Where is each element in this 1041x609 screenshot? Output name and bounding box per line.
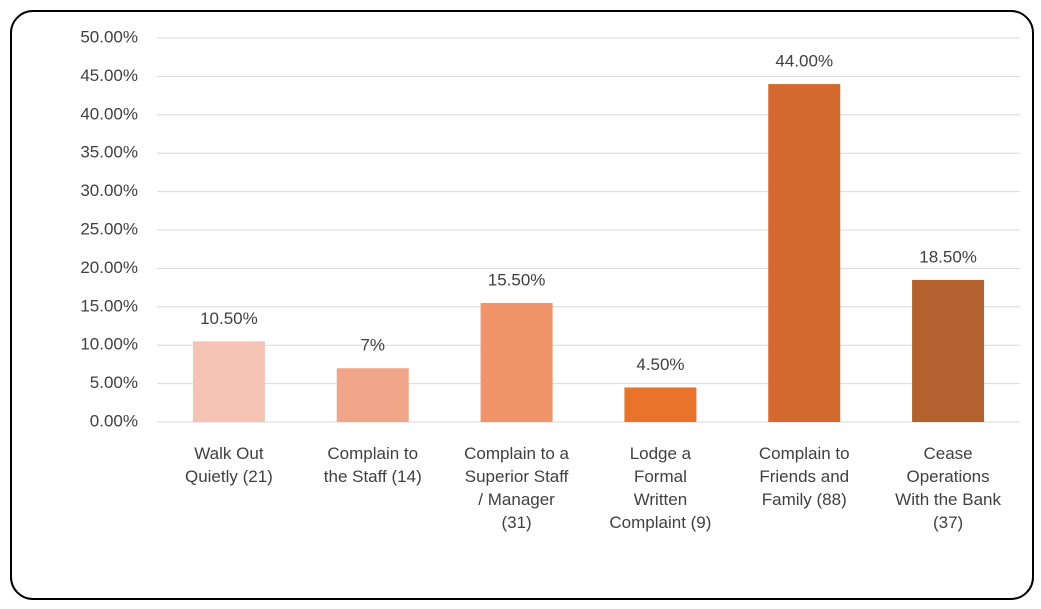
bar <box>624 387 697 422</box>
y-tick-label: 5.00% <box>90 373 138 392</box>
x-tick-label-line: Operations <box>906 467 989 486</box>
x-tick-label-line: Family (88) <box>762 490 847 509</box>
x-tick-label-line: Formal <box>634 467 687 486</box>
x-tick-label-line: Superior Staff <box>465 467 569 486</box>
x-tick-label-line: Quietly (21) <box>185 467 273 486</box>
bar <box>336 368 409 422</box>
value-label: 44.00% <box>775 52 833 71</box>
y-tick-label: 40.00% <box>80 104 138 123</box>
bar <box>192 341 265 422</box>
y-tick-label: 15.00% <box>80 296 138 315</box>
x-tick-label: Complain to the Staff (14) <box>324 444 422 486</box>
x-tick-label-line: Complain to <box>327 444 418 463</box>
x-tick-label-line: With the Bank <box>895 490 1001 509</box>
y-tick-label: 50.00% <box>80 27 138 46</box>
y-tick-label: 35.00% <box>80 143 138 162</box>
bar <box>480 302 553 422</box>
y-tick-label: 20.00% <box>80 258 138 277</box>
y-tick-label: 30.00% <box>80 181 138 200</box>
bar <box>768 84 841 422</box>
y-tick-label: 25.00% <box>80 219 138 238</box>
value-label: 7% <box>360 336 385 355</box>
y-tick-label: 10.00% <box>80 335 138 354</box>
x-tick-label-line: Complain to a <box>464 444 569 463</box>
x-tick-label: Complain to a Superior Staff / Manager (31) <box>464 444 569 532</box>
bar <box>912 279 985 422</box>
x-tick-label-line: Cease <box>924 444 973 463</box>
x-tick-label: Lodge a Formal Written Complaint (9) <box>609 444 711 532</box>
x-tick-label-line: Complaint (9) <box>609 513 711 532</box>
x-tick-label: Complain to Friends and Family (88) <box>759 444 850 509</box>
y-tick-label: 45.00% <box>80 66 138 85</box>
x-tick-label-line: / Manager <box>478 490 555 509</box>
x-tick-label-line: Friends and <box>759 467 849 486</box>
x-tick-label-line: the Staff (14) <box>324 467 422 486</box>
x-tick-label-line: Lodge a <box>630 444 692 463</box>
x-tick-label-line: Complain to <box>759 444 850 463</box>
x-tick-label-line: Written <box>634 490 688 509</box>
value-label: 10.50% <box>200 309 258 328</box>
x-tick-label-line: Walk Out <box>194 444 264 463</box>
value-label: 15.50% <box>488 270 546 289</box>
value-label: 18.50% <box>919 247 977 266</box>
x-tick-label: Walk Out Quietly (21) <box>185 444 273 486</box>
x-tick-label: Cease Operations With the Bank (37) <box>895 444 1001 532</box>
x-tick-label-line: (37) <box>933 513 963 532</box>
x-tick-label-line: (31) <box>501 513 531 532</box>
y-tick-label: 0.00% <box>90 411 138 430</box>
value-label: 4.50% <box>636 355 684 374</box>
